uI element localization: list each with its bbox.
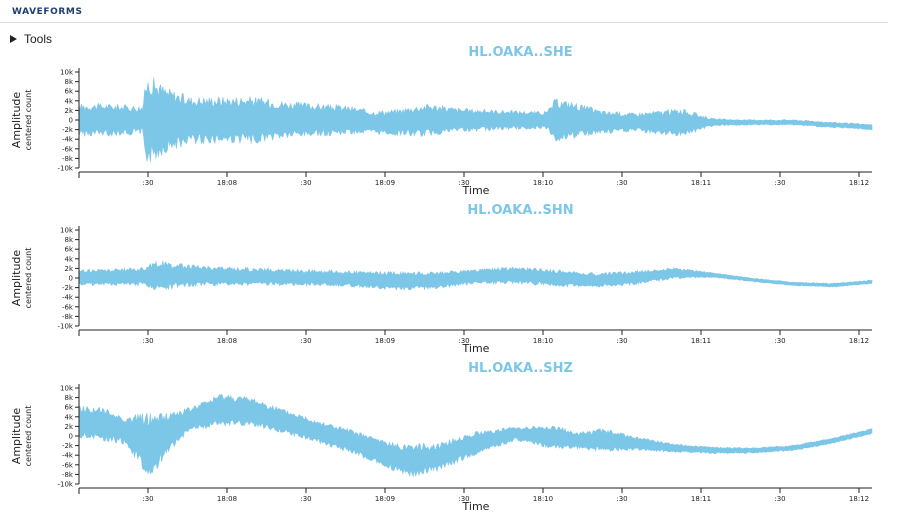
y-axis-sublabel: centered count <box>24 248 33 309</box>
y-axis-label: Amplitude <box>10 92 23 149</box>
y-axis-label: Amplitude <box>10 250 23 307</box>
y-tick-label: 6k <box>64 246 73 254</box>
header-divider <box>0 22 888 23</box>
x-tick-label: :30 <box>616 337 627 345</box>
y-axis-sublabel: centered count <box>24 406 33 467</box>
y-tick-label: -4k <box>62 136 74 144</box>
page-title: WAVEFORMS <box>12 7 83 17</box>
x-tick-label: 18:09 <box>375 179 395 187</box>
y-tick-label: -6k <box>62 461 74 469</box>
y-tick-label: 0 <box>69 117 73 125</box>
x-tick-label: 18:09 <box>375 337 395 345</box>
y-tick-label: 4k <box>64 97 73 105</box>
y-tick-label: 0 <box>69 275 73 283</box>
x-tick-label: 18:10 <box>533 495 553 503</box>
x-tick-label: 18:11 <box>691 495 711 503</box>
y-tick-label: -4k <box>62 294 74 302</box>
y-tick-label: 0 <box>69 433 73 441</box>
x-tick-label: 18:12 <box>849 495 869 503</box>
y-tick-label: 4k <box>64 413 73 421</box>
y-tick-label: -2k <box>62 126 74 134</box>
x-tick-label: 18:08 <box>217 495 237 503</box>
x-tick-label: :30 <box>616 495 627 503</box>
x-axis-label: Time <box>462 342 490 355</box>
y-tick-label: 10k <box>60 385 74 393</box>
y-tick-label: 8k <box>64 236 73 244</box>
y-axis-label: Amplitude <box>10 408 23 465</box>
x-tick-label: :30 <box>300 495 311 503</box>
y-tick-label: -6k <box>62 303 74 311</box>
x-tick-label: :30 <box>774 179 785 187</box>
y-tick-label: 10k <box>60 227 74 235</box>
y-tick-label: -10k <box>58 165 74 173</box>
y-tick-label: 6k <box>64 404 73 412</box>
tools-toggle[interactable]: Tools <box>10 32 52 46</box>
chart-title: HL.OAKA..SHE <box>468 45 572 60</box>
waveform-series <box>78 77 873 163</box>
x-tick-label: 18:11 <box>691 337 711 345</box>
x-tick-label: :30 <box>300 337 311 345</box>
x-tick-label: :30 <box>458 337 469 345</box>
x-tick-label: :30 <box>142 495 153 503</box>
y-tick-label: 10k <box>60 69 74 77</box>
y-tick-label: 2k <box>64 423 73 431</box>
tools-label: Tools <box>24 32 53 46</box>
chart-title: HL.OAKA..SHN <box>467 203 573 218</box>
y-tick-label: -2k <box>62 284 74 292</box>
x-tick-label: 18:10 <box>533 337 553 345</box>
x-tick-label: :30 <box>300 179 311 187</box>
x-tick-label: :30 <box>142 179 153 187</box>
x-tick-label: :30 <box>458 495 469 503</box>
y-tick-label: -10k <box>58 323 74 331</box>
waveform-series <box>78 393 873 478</box>
chart-title: HL.OAKA..SHZ <box>468 361 573 376</box>
y-tick-label: 2k <box>64 265 73 273</box>
x-tick-label: :30 <box>774 495 785 503</box>
waveform-series <box>78 260 873 291</box>
x-tick-label: 18:08 <box>217 337 237 345</box>
x-tick-label: :30 <box>774 337 785 345</box>
y-tick-label: 8k <box>64 394 73 402</box>
y-tick-label: -8k <box>62 471 74 479</box>
header: WAVEFORMS <box>0 0 900 23</box>
y-tick-label: -8k <box>62 155 74 163</box>
y-tick-label: -2k <box>62 442 74 450</box>
x-tick-label: 18:12 <box>849 337 869 345</box>
x-axis-label: Time <box>462 500 490 513</box>
x-tick-label: 18:08 <box>217 179 237 187</box>
y-tick-label: -6k <box>62 145 74 153</box>
x-tick-label: :30 <box>142 337 153 345</box>
x-tick-label: :30 <box>458 179 469 187</box>
y-tick-label: 2k <box>64 107 73 115</box>
y-tick-label: 8k <box>64 78 73 86</box>
triangle-right-icon <box>10 35 17 43</box>
y-tick-label: -4k <box>62 452 74 460</box>
y-tick-label: 4k <box>64 255 73 263</box>
x-tick-label: 18:12 <box>849 179 869 187</box>
y-axis-sublabel: centered count <box>24 90 33 151</box>
x-tick-label: :30 <box>616 179 627 187</box>
y-tick-label: -8k <box>62 313 74 321</box>
y-tick-label: 6k <box>64 88 73 96</box>
x-tick-label: 18:11 <box>691 179 711 187</box>
x-axis-label: Time <box>462 184 490 197</box>
x-tick-label: 18:10 <box>533 179 553 187</box>
y-tick-label: -10k <box>58 481 74 489</box>
x-tick-label: 18:09 <box>375 495 395 503</box>
